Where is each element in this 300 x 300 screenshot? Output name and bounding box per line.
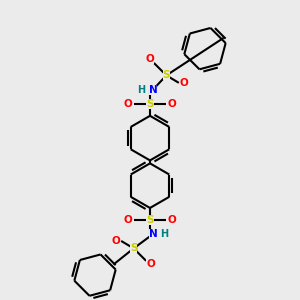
- Text: O: O: [180, 78, 189, 88]
- Text: H: H: [138, 85, 146, 95]
- Text: O: O: [145, 54, 154, 64]
- Text: S: S: [146, 99, 154, 109]
- Text: S: S: [163, 70, 170, 80]
- Text: O: O: [124, 99, 133, 109]
- Text: O: O: [111, 236, 120, 246]
- Text: S: S: [130, 243, 137, 254]
- Text: O: O: [167, 215, 176, 225]
- Text: O: O: [167, 99, 176, 109]
- Text: O: O: [124, 215, 133, 225]
- Text: H: H: [160, 229, 168, 239]
- Text: S: S: [146, 215, 154, 225]
- Text: N: N: [148, 229, 157, 239]
- Text: O: O: [146, 260, 155, 269]
- Text: N: N: [148, 85, 157, 95]
